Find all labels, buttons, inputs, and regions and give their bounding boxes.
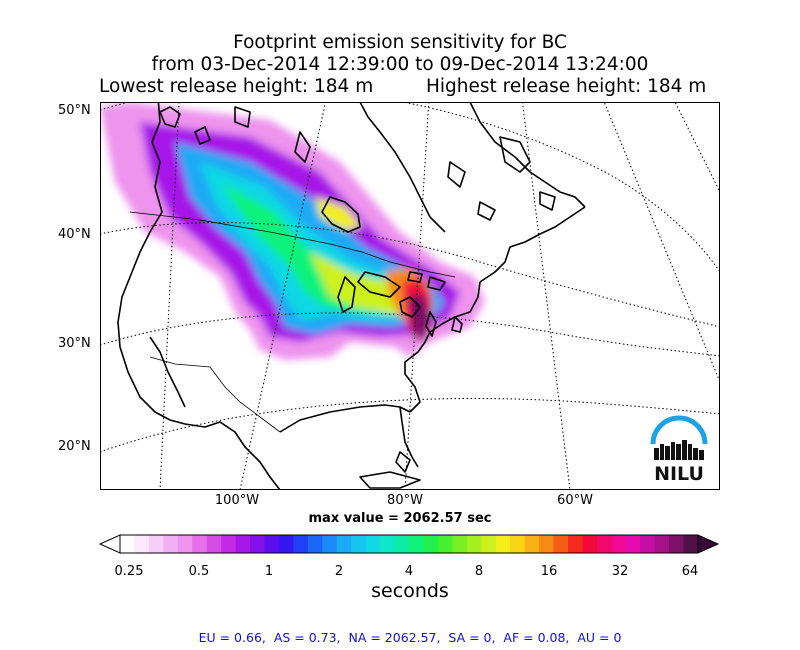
colorbar-segment xyxy=(365,535,381,553)
colorbar-segment xyxy=(654,535,670,553)
colorbar-segment xyxy=(380,535,396,553)
nilu-logo-text: NILU xyxy=(654,463,704,484)
colorbar-segment xyxy=(336,535,352,553)
colorbar-segment xyxy=(250,535,266,553)
colorbar-tick: 8 xyxy=(474,564,484,579)
colorbar-segment xyxy=(134,535,150,553)
colorbar-segment xyxy=(307,535,323,553)
map-time-range: from 03-Dec-2014 12:39:00 to 09-Dec-2014… xyxy=(151,54,649,75)
country-borders xyxy=(129,211,456,433)
colorbar-high-arrow xyxy=(697,534,720,554)
lon-label-60w: 60°W xyxy=(557,493,593,508)
colorbar-segment xyxy=(235,535,251,553)
colorbar-tick: 16 xyxy=(540,564,558,579)
colorbar-segment xyxy=(553,535,569,553)
colorbar-low-arrow xyxy=(98,534,121,554)
lat-label-30n: 30°N xyxy=(58,336,91,351)
footprint-map xyxy=(100,102,720,490)
colorbar-tick: 4 xyxy=(404,564,414,579)
colorbar-tick: 2 xyxy=(334,564,344,579)
nilu-logo: NILU xyxy=(650,415,708,484)
colorbar-segment xyxy=(466,535,482,553)
lon-label-80w: 80°W xyxy=(387,493,423,508)
colorbar-segment xyxy=(148,535,164,553)
colorbar-segment xyxy=(322,535,338,553)
lat-label-50n: 50°N xyxy=(58,103,91,118)
sensitivity-plume xyxy=(100,102,485,360)
lat-label-20n: 20°N xyxy=(58,439,91,454)
colorbar-segment xyxy=(524,535,540,553)
colorbar-units: seconds xyxy=(371,580,449,602)
colorbar-segment xyxy=(669,535,685,553)
max-value-label: max value = 2062.57 sec xyxy=(308,511,492,526)
colorbar-segment xyxy=(452,535,468,553)
colorbar-segment xyxy=(177,535,193,553)
map-frame xyxy=(100,102,720,490)
colorbar-segment xyxy=(221,535,237,553)
regional-summary: EU = 0.66, AS = 0.73, NA = 2062.57, SA =… xyxy=(198,630,622,645)
lat-label-40n: 40°N xyxy=(58,227,91,242)
colorbar-segment xyxy=(567,535,583,553)
colorbar-segment xyxy=(409,535,425,553)
highest-release-height: Highest release height: 184 m xyxy=(426,76,707,97)
lon-label-100w: 100°W xyxy=(214,493,260,508)
colorbar-segment xyxy=(683,535,699,553)
colorbar-segment xyxy=(192,535,208,553)
colorbar-tick: 1 xyxy=(264,564,274,579)
map-title: Footprint emission sensitivity for BC xyxy=(233,32,567,53)
colorbar-segment xyxy=(481,535,497,553)
colorbar-segment xyxy=(596,535,612,553)
colorbar-segment xyxy=(120,535,136,553)
colorbar-segment xyxy=(278,535,294,553)
colorbar-segment xyxy=(437,535,453,553)
colorbar-frame xyxy=(119,534,699,554)
colorbar-segment xyxy=(264,535,280,553)
colorbar-tick: 0.5 xyxy=(188,564,210,579)
colorbar-tick: 0.25 xyxy=(114,564,144,579)
colorbar-segment xyxy=(293,535,309,553)
colorbar-segment xyxy=(640,535,656,553)
lowest-release-height: Lowest release height: 184 m xyxy=(99,76,374,97)
colorbar-tick: 64 xyxy=(681,564,699,579)
colorbar-segments xyxy=(120,535,699,553)
colorbar-segment xyxy=(510,535,526,553)
colorbar-segment xyxy=(394,535,410,553)
colorbar-segment xyxy=(582,535,598,553)
graticule xyxy=(100,102,720,490)
colorbar-tick: 32 xyxy=(611,564,629,579)
colorbar-segment xyxy=(423,535,439,553)
colorbar-segment xyxy=(539,535,555,553)
colorbar-segment xyxy=(495,535,511,553)
colorbar-segment xyxy=(163,535,179,553)
coastlines xyxy=(117,102,586,490)
colorbar-segment xyxy=(625,535,641,553)
colorbar-segment xyxy=(611,535,627,553)
colorbar-segment xyxy=(351,535,367,553)
colorbar xyxy=(98,534,720,554)
colorbar-segment xyxy=(206,535,222,553)
